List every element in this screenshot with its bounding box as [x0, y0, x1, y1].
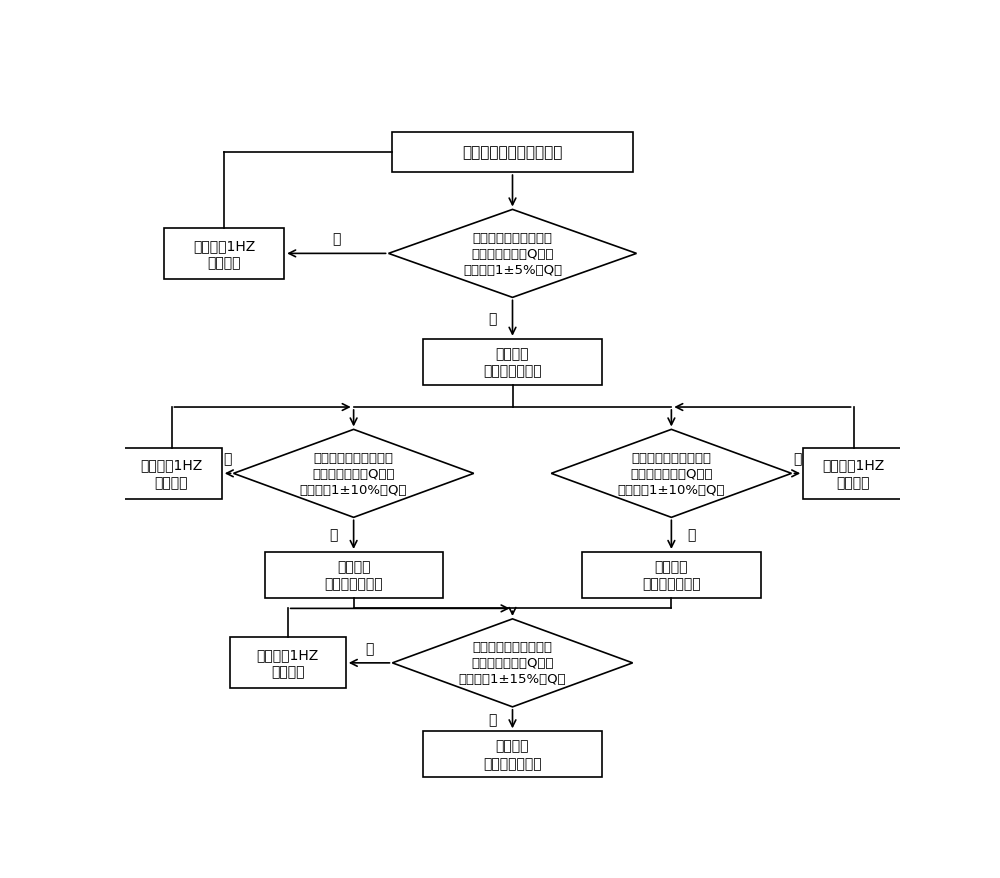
Text: 变频器以1HZ
幅度调频: 变频器以1HZ 幅度调频	[822, 458, 885, 489]
Text: 是: 是	[687, 528, 695, 542]
Text: 出风风机装机巷风速传
感器监测供风量Q供是
否等于（1±5%）Q需: 出风风机装机巷风速传 感器监测供风量Q供是 否等于（1±5%）Q需	[463, 232, 562, 277]
Text: 进风风机装机巷风速传
感器监测供风量Q供是
否等于（1±10%）Q需: 进风风机装机巷风速传 感器监测供风量Q供是 否等于（1±10%）Q需	[618, 451, 725, 496]
FancyBboxPatch shape	[803, 449, 904, 500]
Polygon shape	[388, 210, 637, 298]
Text: 风机理论计算工况下运行: 风机理论计算工况下运行	[462, 145, 563, 160]
FancyBboxPatch shape	[264, 552, 443, 598]
Polygon shape	[551, 430, 792, 518]
FancyBboxPatch shape	[392, 133, 633, 173]
FancyBboxPatch shape	[423, 339, 602, 385]
Text: 回风风机装机巷风速传
感器监测供风量Q供是
否等于（1±10%）Q需: 回风风机装机巷风速传 感器监测供风量Q供是 否等于（1±10%）Q需	[300, 451, 407, 496]
Text: 是: 是	[489, 712, 497, 726]
Text: 否: 否	[793, 452, 802, 466]
FancyBboxPatch shape	[121, 449, 222, 500]
FancyBboxPatch shape	[423, 731, 602, 777]
Text: 进风风机
预设工况下运行: 进风风机 预设工况下运行	[642, 559, 701, 591]
Text: 分风风机
预设工况下运行: 分风风机 预设工况下运行	[483, 738, 542, 770]
Text: 分风风机装机巷风速传
感器监测供风量Q供是
否等于（1±15%）Q需: 分风风机装机巷风速传 感器监测供风量Q供是 否等于（1±15%）Q需	[459, 641, 566, 686]
FancyBboxPatch shape	[230, 637, 346, 688]
Text: 变频器以1HZ
幅度调频: 变频器以1HZ 幅度调频	[140, 458, 203, 489]
FancyBboxPatch shape	[582, 552, 761, 598]
Text: 否: 否	[224, 452, 232, 466]
Text: 变频器以1HZ
幅度调频: 变频器以1HZ 幅度调频	[193, 239, 255, 270]
Text: 是: 是	[489, 312, 497, 326]
Text: 否: 否	[365, 641, 373, 655]
FancyBboxPatch shape	[164, 229, 284, 279]
Polygon shape	[234, 430, 474, 518]
Polygon shape	[392, 619, 633, 707]
Text: 是: 是	[330, 528, 338, 542]
Text: 回风风机
预设工况下运行: 回风风机 预设工况下运行	[324, 559, 383, 591]
Text: 出风风机
预设工况下运行: 出风风机 预设工况下运行	[483, 347, 542, 378]
Text: 变频器以1HZ
幅度调频: 变频器以1HZ 幅度调频	[257, 647, 319, 679]
Text: 否: 否	[332, 232, 341, 246]
